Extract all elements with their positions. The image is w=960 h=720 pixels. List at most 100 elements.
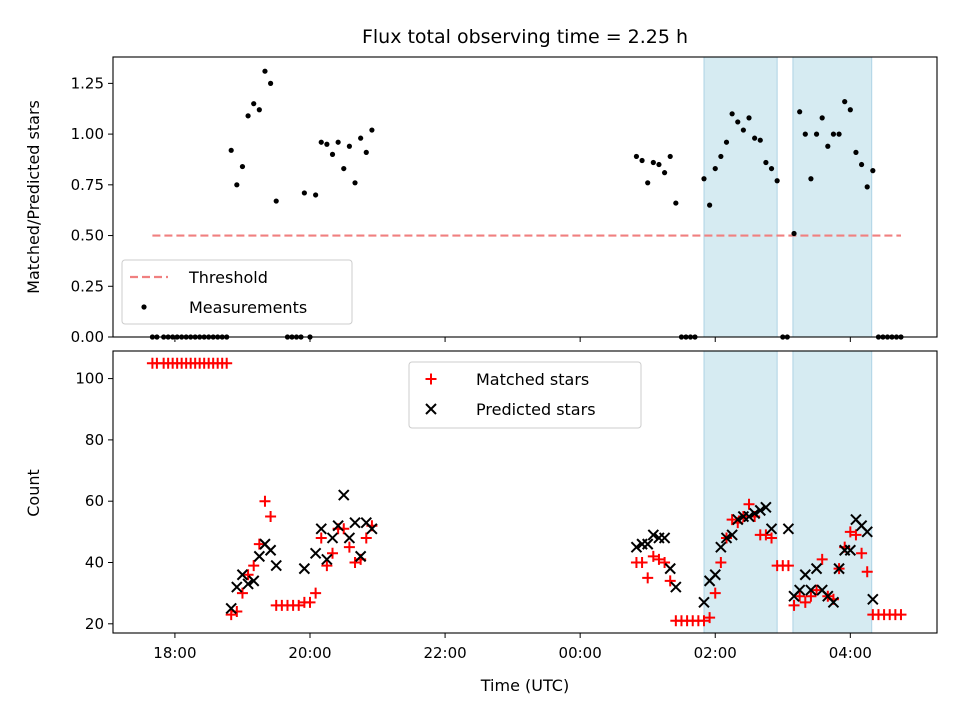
predicted-star-point <box>315 523 327 535</box>
matched-star-point <box>850 529 862 541</box>
measurement-point <box>352 180 358 186</box>
matched-star-point <box>844 526 856 538</box>
predicted-star-point <box>844 544 857 556</box>
measurement-point <box>239 163 246 170</box>
matched-star-point <box>856 547 868 559</box>
matched-star-point <box>225 609 237 621</box>
measurement-point <box>251 101 257 107</box>
y-tick-label: 0.00 <box>71 328 104 346</box>
predicted-star-point <box>810 562 823 575</box>
predicted-star-point <box>242 578 254 590</box>
measurement-point <box>819 115 825 121</box>
predicted-star-point <box>743 510 755 523</box>
matched-star-point <box>664 575 676 587</box>
x-tick-label: 18:00 <box>153 644 196 662</box>
matched-star-point <box>782 560 794 572</box>
bottom-panel-frame <box>112 350 938 634</box>
x-tick-label: 20:00 <box>288 644 331 662</box>
measurement-point <box>262 68 268 74</box>
measurement-point <box>341 165 347 172</box>
predicted-star-point <box>664 562 676 575</box>
matched-star-point <box>698 615 710 627</box>
matched-star-point <box>321 560 333 572</box>
matched-star-point <box>343 541 355 553</box>
measurement-point <box>301 190 307 196</box>
top-panel-frame <box>112 56 938 338</box>
measurement-point <box>870 168 876 174</box>
predicted-star-point <box>867 593 879 605</box>
observing-window-band <box>703 56 778 338</box>
matched-star-point <box>805 590 817 602</box>
measurement-point <box>256 107 262 113</box>
matched-star-point <box>743 498 755 510</box>
measurement-point <box>712 165 718 172</box>
measurement-point <box>245 113 251 119</box>
measurement-point <box>707 202 713 208</box>
measurement-point <box>324 141 330 147</box>
predicted-star-point <box>366 523 378 535</box>
observing-window-band <box>792 56 873 338</box>
measurement-point <box>313 192 319 198</box>
predicted-star-point <box>349 516 361 529</box>
measurement-point <box>667 153 673 160</box>
predicted-star-point <box>264 544 277 556</box>
measurement-point <box>853 149 859 155</box>
measurement-point <box>768 165 775 172</box>
predicted-star-point <box>861 526 873 538</box>
predicted-star-point <box>670 581 682 593</box>
predicted-star-point <box>760 501 772 514</box>
predicted-star-point <box>709 569 721 581</box>
measurement-point <box>267 80 274 86</box>
measurement-point <box>318 139 324 145</box>
measurement-point <box>757 137 763 143</box>
matched-star-point <box>811 584 823 596</box>
predicted-star-point <box>298 562 311 575</box>
predicted-star-point <box>236 569 249 581</box>
predicted-star-point <box>793 584 806 596</box>
matched-star-point <box>799 596 811 608</box>
predicted-star-point <box>715 541 727 553</box>
matched-star-point <box>659 557 671 568</box>
measurement-point <box>228 147 234 153</box>
predicted-star-point <box>225 602 237 615</box>
measurement-point <box>358 135 364 141</box>
predicted-star-point <box>332 520 344 532</box>
predicted-star-point <box>641 538 654 550</box>
x-tick-label: 00:00 <box>559 644 602 662</box>
predicted-star-point <box>326 532 339 544</box>
matched-star-point <box>248 560 260 572</box>
legend-box <box>121 259 353 325</box>
matched-star-point <box>715 557 727 568</box>
bottom-panel-ylabel: Count <box>24 469 43 517</box>
predicted-star-point <box>799 569 812 581</box>
matched-star-point <box>242 569 254 581</box>
matched-star-point <box>760 529 772 541</box>
matched-star-point <box>259 495 271 507</box>
matched-star-point <box>253 538 265 550</box>
legend-entry-label: Predicted stars <box>476 400 596 419</box>
measurement-point <box>808 176 814 182</box>
predicted-star-point <box>765 523 778 535</box>
matched-star-point <box>293 599 305 611</box>
matched-star-point <box>360 532 372 544</box>
predicted-star-point <box>833 562 845 575</box>
measurement-point <box>797 109 803 115</box>
measurement-point <box>650 159 656 166</box>
legend-entry-label: Threshold <box>188 268 268 287</box>
measurement-point <box>763 159 769 166</box>
measurement-point <box>746 115 752 121</box>
y-tick-label: 1.00 <box>71 125 104 143</box>
measurement-point <box>752 135 758 141</box>
measurement-point <box>723 139 730 145</box>
matched-star-point <box>816 553 828 565</box>
y-tick-label: 1.25 <box>71 74 104 92</box>
matched-star-point <box>304 596 316 608</box>
legend-matched-swatch <box>425 373 437 385</box>
predicted-star-point <box>309 547 322 560</box>
measurement-point <box>661 170 668 176</box>
measurement-point <box>740 127 746 133</box>
matched-star-point <box>788 599 800 611</box>
measurement-point <box>335 139 341 145</box>
chart-title: Flux total observing time = 2.25 h <box>362 26 688 48</box>
